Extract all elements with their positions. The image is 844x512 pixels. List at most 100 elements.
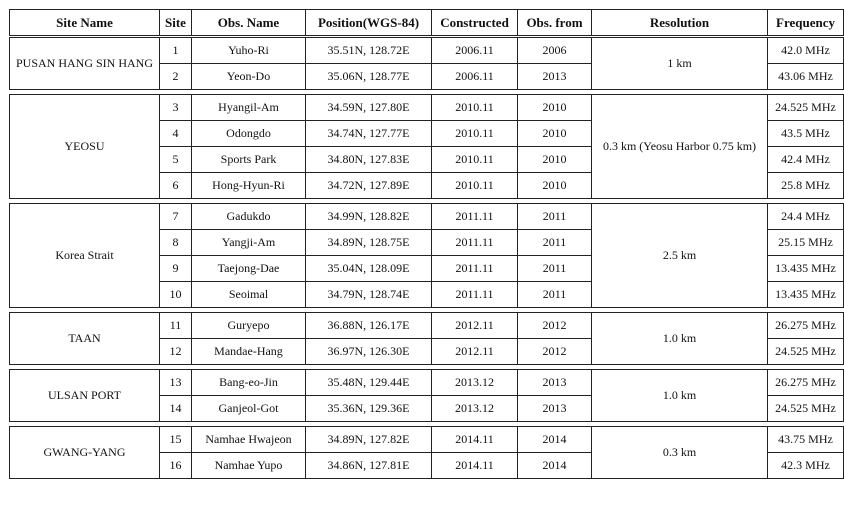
- obs-name-cell: Yeon-Do: [191, 63, 306, 90]
- frequency-cell: 24.525 MHz: [767, 94, 844, 121]
- obs-from-cell: 2011: [517, 255, 592, 282]
- frequency-cell: 26.275 MHz: [767, 369, 844, 396]
- frequency-cell: 13.435 MHz: [767, 281, 844, 308]
- table-row: 2 Yeon-Do 35.06N, 128.77E 2006.11 2013 43.06 …: [10, 63, 844, 90]
- header-constructed: Constructed: [431, 9, 518, 37]
- resolution-cell: 0.3 km (Yeosu Harbor 0.75 km): [591, 94, 768, 199]
- header-obs-name: Obs. Name: [191, 9, 306, 37]
- constructed-cell: 2012.11: [431, 312, 518, 339]
- frequency-cell: 43.75 MHz: [767, 426, 844, 453]
- site-number-cell: 12: [159, 338, 192, 365]
- site-name-cell: TAAN: [9, 312, 160, 365]
- table-row: ULSAN PORT 13 Bang-eo-Jin 35.48N, 129.44E 20…: [9, 369, 844, 422]
- table-row: GWANG-YANG 15 Namhae Hwajeon 34.89N, 127.82…: [9, 426, 844, 479]
- table-row: Korea Strait 7 Gadukdo 34.99N, 128.82E 2011.…: [9, 203, 844, 308]
- site-number-cell: 4: [159, 120, 192, 147]
- obs-from-cell: 2014: [517, 426, 592, 453]
- site-number-cell: 8: [159, 229, 192, 256]
- obs-from-cell: 2010: [517, 172, 592, 199]
- obs-from-cell: 2013: [517, 63, 592, 90]
- table-body: PUSAN HANG SIN HANG 1 Yuho-Ri 35.51N, 128.7…: [9, 36, 844, 479]
- table-row: TAAN 11 Guryepo 36.88N, 126.17E 2012.11 2012 1…: [9, 312, 844, 365]
- position-cell: 36.97N, 126.30E: [305, 338, 432, 365]
- position-cell: 35.48N, 129.44E: [305, 369, 432, 396]
- obs-name-cell: Sports Park: [191, 146, 306, 173]
- resolution-cell: 2.5 km: [591, 203, 768, 308]
- obs-from-cell: 2011: [517, 229, 592, 256]
- constructed-cell: 2011.11: [431, 229, 518, 256]
- position-cell: 35.04N, 128.09E: [305, 255, 432, 282]
- constructed-cell: 2011.11: [431, 203, 518, 230]
- constructed-cell: 2011.11: [431, 281, 518, 308]
- frequency-cell: 24.525 MHz: [767, 338, 844, 365]
- table-row: 5 Sports Park 34.80N, 127.83E 2010.11 2010 42…: [10, 146, 844, 173]
- hf-radar-sites-table: Site Name Site Obs. Name Position(WGS-84…: [9, 9, 844, 479]
- site-name-cell: PUSAN HANG SIN HANG: [9, 36, 160, 90]
- constructed-cell: 2010.11: [431, 94, 518, 121]
- frequency-cell: 24.4 MHz: [767, 203, 844, 230]
- hf-radar-sites-table-container: Site Name Site Obs. Name Position(WGS-84…: [9, 9, 844, 479]
- obs-from-cell: 2012: [517, 338, 592, 365]
- table-row: 6 Hong-Hyun-Ri 34.72N, 127.89E 2010.11 2010 2…: [10, 172, 844, 199]
- header-site: Site: [159, 9, 192, 37]
- site-number-cell: 3: [159, 94, 192, 121]
- site-number-cell: 13: [159, 369, 192, 396]
- table-row: 8 Yangji-Am 34.89N, 128.75E 2011.11 2011 25.1…: [10, 229, 844, 256]
- constructed-cell: 2014.11: [431, 452, 518, 479]
- position-cell: 34.89N, 127.82E: [305, 426, 432, 453]
- constructed-cell: 2014.11: [431, 426, 518, 453]
- site-number-cell: 14: [159, 395, 192, 422]
- constructed-cell: 2010.11: [431, 172, 518, 199]
- site-name-cell: Korea Strait: [9, 203, 160, 308]
- resolution-cell: 1.0 km: [591, 369, 768, 422]
- frequency-cell: 26.275 MHz: [767, 312, 844, 339]
- obs-name-cell: Gadukdo: [191, 203, 306, 230]
- obs-name-cell: Taejong-Dae: [191, 255, 306, 282]
- frequency-cell: 13.435 MHz: [767, 255, 844, 282]
- table-row: 16 Namhae Yupo 34.86N, 127.81E 2014.11 2014 4…: [10, 452, 844, 479]
- constructed-cell: 2010.11: [431, 146, 518, 173]
- site-number-cell: 6: [159, 172, 192, 199]
- site-number-cell: 5: [159, 146, 192, 173]
- obs-name-cell: Guryepo: [191, 312, 306, 339]
- position-cell: 34.59N, 127.80E: [305, 94, 432, 121]
- obs-from-cell: 2013: [517, 369, 592, 396]
- obs-from-cell: 2012: [517, 312, 592, 339]
- frequency-cell: 42.3 MHz: [767, 452, 844, 479]
- site-name-cell: ULSAN PORT: [9, 369, 160, 422]
- constructed-cell: 2006.11: [431, 36, 518, 64]
- obs-name-cell: Namhae Hwajeon: [191, 426, 306, 453]
- obs-name-cell: Mandae-Hang: [191, 338, 306, 365]
- site-number-cell: 9: [159, 255, 192, 282]
- site-name-cell: GWANG-YANG: [9, 426, 160, 479]
- position-cell: 34.74N, 127.77E: [305, 120, 432, 147]
- frequency-cell: 24.525 MHz: [767, 395, 844, 422]
- frequency-cell: 42.4 MHz: [767, 146, 844, 173]
- obs-from-cell: 2011: [517, 281, 592, 308]
- obs-name-cell: Namhae Yupo: [191, 452, 306, 479]
- site-number-cell: 2: [159, 63, 192, 90]
- constructed-cell: 2010.11: [431, 120, 518, 147]
- frequency-cell: 43.06 MHz: [767, 63, 844, 90]
- obs-from-cell: 2011: [517, 203, 592, 230]
- site-number-cell: 15: [159, 426, 192, 453]
- site-number-cell: 10: [159, 281, 192, 308]
- obs-name-cell: Odongdo: [191, 120, 306, 147]
- obs-from-cell: 2014: [517, 452, 592, 479]
- position-cell: 34.99N, 128.82E: [305, 203, 432, 230]
- constructed-cell: 2011.11: [431, 255, 518, 282]
- position-cell: 34.89N, 128.75E: [305, 229, 432, 256]
- frequency-cell: 42.0 MHz: [767, 36, 844, 64]
- frequency-cell: 25.15 MHz: [767, 229, 844, 256]
- obs-from-cell: 2010: [517, 120, 592, 147]
- position-cell: 35.36N, 129.36E: [305, 395, 432, 422]
- resolution-cell: 1 km: [591, 36, 768, 90]
- table-row: 14 Ganjeol-Got 35.36N, 129.36E 2013.12 2013 2…: [10, 395, 844, 422]
- site-number-cell: 1: [159, 36, 192, 64]
- site-number-cell: 16: [159, 452, 192, 479]
- obs-name-cell: Bang-eo-Jin: [191, 369, 306, 396]
- constructed-cell: 2013.12: [431, 395, 518, 422]
- obs-name-cell: Yuho-Ri: [191, 36, 306, 64]
- site-number-cell: 11: [159, 312, 192, 339]
- site-number-cell: 7: [159, 203, 192, 230]
